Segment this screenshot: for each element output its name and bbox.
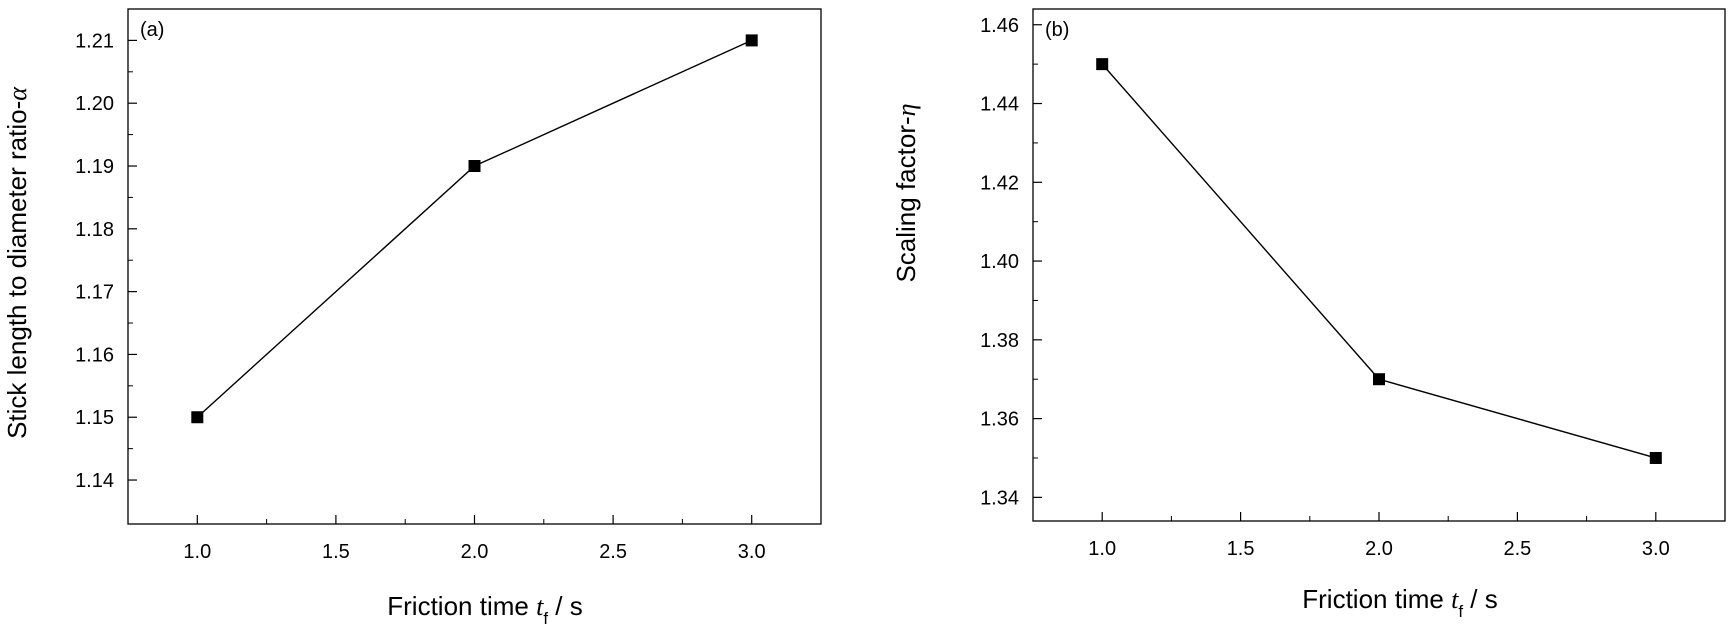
- panel-label: (b): [1045, 19, 1069, 41]
- x-tick-label: 1.0: [1088, 538, 1116, 560]
- data-point: [745, 34, 758, 47]
- x-tick-label: 3.0: [1642, 538, 1670, 560]
- data-point: [191, 411, 204, 424]
- x-tick-label: 2.0: [1365, 538, 1393, 560]
- data-point: [468, 160, 481, 173]
- x-tick-label: 3.0: [738, 541, 766, 563]
- y-tick-label: 1.19: [75, 156, 114, 178]
- y-tick-label: 1.40: [980, 251, 1019, 273]
- data-point: [1096, 58, 1109, 71]
- x-tick-label: 2.5: [599, 541, 627, 563]
- chart-panel-a: 1.0 1.5 2.0 2.5 3.0 1.14 1.15 1.16 1.17 1.18 1.19 1…: [2, 8, 822, 628]
- series-line: [1101, 63, 1656, 459]
- y-tick-label: 1.46: [980, 15, 1019, 37]
- plot-frame: [1032, 8, 1726, 522]
- y-tick-label: 1.15: [75, 407, 114, 429]
- y-axis-title: Stick length to diameter ratio-α: [2, 86, 32, 439]
- data-point: [1373, 373, 1385, 386]
- y-tick-label: 1.34: [980, 487, 1019, 509]
- y-tick-label: 1.21: [75, 30, 114, 52]
- y-tick-label: 1.17: [75, 282, 114, 304]
- y-tick-label: 1.20: [75, 93, 114, 115]
- x-tick-label: 2.5: [1503, 538, 1531, 560]
- plot-frame: [127, 8, 822, 525]
- panel-label: (a): [140, 19, 164, 41]
- x-tick-label: 1.5: [1227, 538, 1255, 560]
- y-tick-label: 1.36: [980, 409, 1019, 431]
- series-line: [196, 39, 752, 418]
- y-tick-label: 1.38: [980, 330, 1019, 352]
- chart-panel-b: 1.0 1.5 2.0 2.5 3.0 1.34 1.36 1.38 1.40 1.42 1.44 1…: [891, 8, 1726, 621]
- y-tick-label: 1.16: [75, 344, 114, 366]
- y-tick-label: 1.18: [75, 219, 114, 241]
- y-axis-title: Scaling factor-η: [891, 103, 921, 282]
- x-axis-title: Friction time tf / s: [1302, 584, 1497, 621]
- x-tick-label: 1.5: [322, 541, 350, 563]
- data-point: [1649, 451, 1662, 464]
- y-tick-label: 1.42: [980, 172, 1019, 194]
- x-tick-label: 2.0: [461, 541, 489, 563]
- y-tick-label: 1.44: [980, 94, 1019, 116]
- x-tick-label: 1.0: [183, 541, 211, 563]
- x-axis-title: Friction time tf / s: [387, 591, 582, 628]
- y-tick-label: 1.14: [75, 470, 114, 492]
